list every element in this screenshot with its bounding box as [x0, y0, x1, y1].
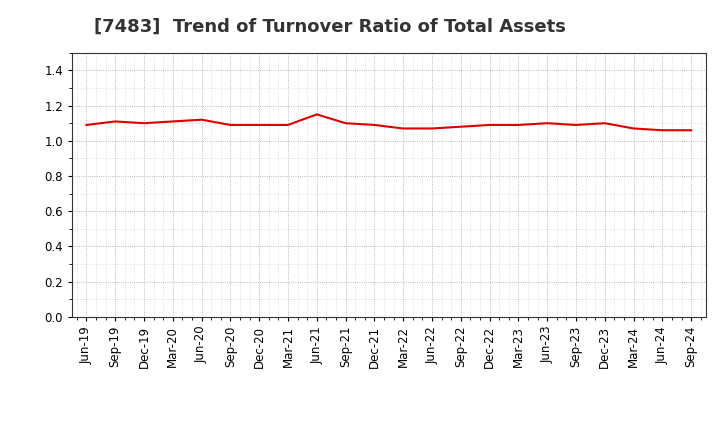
Text: [7483]  Trend of Turnover Ratio of Total Assets: [7483] Trend of Turnover Ratio of Total … — [94, 18, 565, 36]
